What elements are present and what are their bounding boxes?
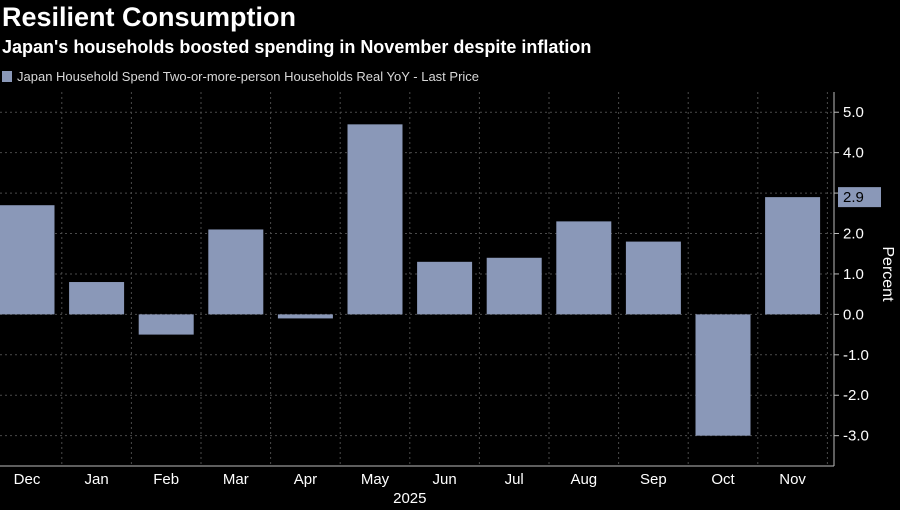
last-price-label: 2.9 xyxy=(843,189,864,206)
x-tick-label: May xyxy=(361,471,390,488)
bar-may xyxy=(347,124,403,315)
legend-swatch-icon xyxy=(2,71,12,82)
y-tick-label: 5.0 xyxy=(843,104,864,121)
chart-title: Resilient Consumption xyxy=(2,2,297,32)
x-tick-label: Oct xyxy=(711,471,735,488)
x-tick-label: Nov xyxy=(779,471,806,488)
y-tick-label: 4.0 xyxy=(843,145,864,162)
bar-oct xyxy=(695,314,751,436)
bars xyxy=(0,124,821,436)
bar-apr xyxy=(277,314,333,319)
y-tick-label: 2.0 xyxy=(843,226,864,243)
x-tick-label: Jun xyxy=(433,471,457,488)
x-tick-label: Aug xyxy=(570,471,597,488)
y-axis-title: Percent xyxy=(879,246,896,302)
x-tick-label: Dec xyxy=(14,471,41,488)
bar-jan xyxy=(69,282,125,315)
bar-jun xyxy=(417,261,473,315)
x-tick-label: Feb xyxy=(153,471,179,488)
bar-mar xyxy=(208,229,264,315)
bar-aug xyxy=(556,221,612,315)
bar-sep xyxy=(625,241,681,315)
y-tick-label: -1.0 xyxy=(843,347,869,364)
legend-label: Japan Household Spend Two-or-more-person… xyxy=(17,69,480,84)
y-tick-label: 0.0 xyxy=(843,306,864,323)
grid-layer xyxy=(0,92,834,466)
x-tick-label: Jul xyxy=(505,471,524,488)
x-year-label: 2025 xyxy=(393,490,426,507)
last-price-label-box xyxy=(838,187,881,208)
y-tick-label: -2.0 xyxy=(843,387,869,404)
x-tick-label: Jan xyxy=(85,471,109,488)
y-tick-label: 1.0 xyxy=(843,266,864,283)
y-tick-label: -3.0 xyxy=(843,428,869,445)
x-tick-label: Mar xyxy=(223,471,249,488)
bar-feb xyxy=(138,314,194,335)
bar-nov xyxy=(765,197,821,315)
chart-subtitle: Japan's households boosted spending in N… xyxy=(2,37,592,57)
bar-dec xyxy=(0,205,55,315)
x-tick-label: Sep xyxy=(640,471,667,488)
x-tick-label: Apr xyxy=(294,471,317,488)
chart-legend: Japan Household Spend Two-or-more-person… xyxy=(2,69,479,84)
axes: 5.04.03.02.01.00.0-1.0-2.0-3.0Percent2.9… xyxy=(0,92,896,507)
bar-jul xyxy=(486,257,542,315)
